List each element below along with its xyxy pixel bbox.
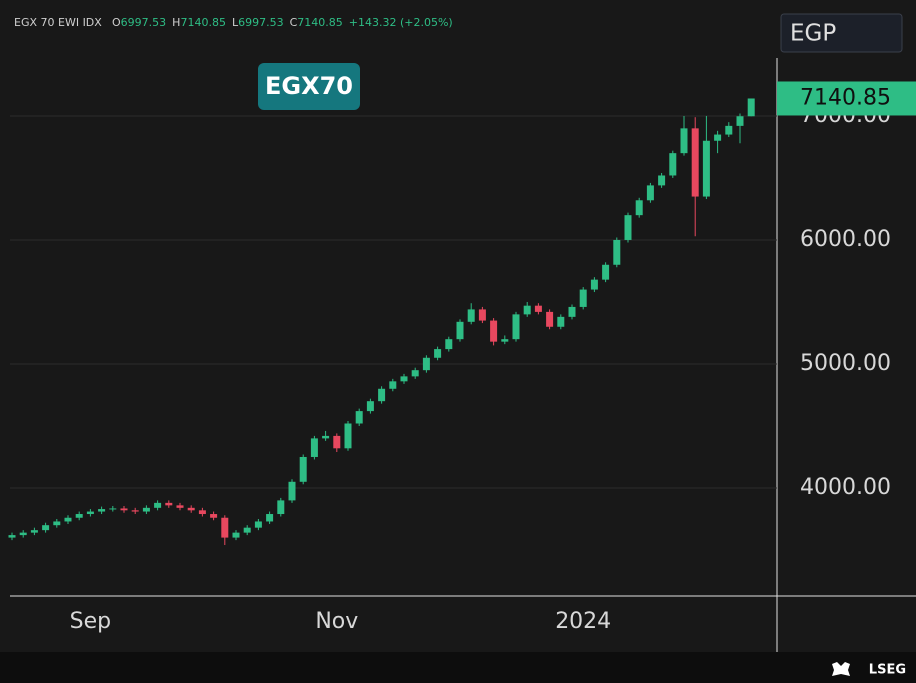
candle-body xyxy=(344,423,352,449)
candle-body xyxy=(400,376,408,382)
ohlc-line: O6997.53 H7140.85 L6997.53 C7140.85 +143.32 … xyxy=(112,16,453,29)
candle-body xyxy=(389,381,397,389)
ohlc-value: 6997.53 xyxy=(121,16,167,29)
ohlc-key: O xyxy=(112,16,121,29)
candle-body xyxy=(30,530,38,533)
candle-body xyxy=(646,185,654,201)
candle-body xyxy=(210,514,218,518)
footer-logo: LSEG xyxy=(869,663,906,678)
candle-body xyxy=(523,305,531,315)
candle-body xyxy=(98,509,106,512)
candle-body xyxy=(277,500,285,515)
currency[interactable]: EGP xyxy=(790,21,836,47)
candle-body xyxy=(613,239,621,265)
candle-body xyxy=(534,305,542,312)
candle-body xyxy=(198,510,206,515)
candle-body xyxy=(478,309,486,321)
candle-body xyxy=(456,321,464,340)
symbol: EGX 70 EWI IDX xyxy=(14,16,102,29)
candle-body xyxy=(366,401,374,412)
candle-body xyxy=(109,508,117,510)
candle-body xyxy=(669,153,677,176)
candle-body xyxy=(467,309,475,322)
candle-body xyxy=(680,128,688,154)
candle-body xyxy=(635,200,643,216)
candle-body xyxy=(434,349,442,358)
candle-body xyxy=(142,507,150,512)
y-tick-label: 5000.00 xyxy=(800,351,891,376)
candle-body xyxy=(736,116,744,126)
candle-body xyxy=(624,215,632,240)
candle-body xyxy=(165,502,173,506)
header: EGX 70 EWI IDX O6997.53 H7140.85 L6997.53 C… xyxy=(14,16,453,29)
candle-body xyxy=(254,521,262,528)
candle-body xyxy=(19,532,27,536)
candle-body xyxy=(131,510,139,512)
candle-body xyxy=(445,339,453,350)
candle-body xyxy=(411,370,419,377)
candle-body xyxy=(490,320,498,342)
last-price-label: 7140.85 xyxy=(800,85,891,110)
candle-body xyxy=(658,175,666,186)
y-tick-label: 4000.00 xyxy=(800,475,891,500)
candle-body xyxy=(602,264,610,280)
candle-body xyxy=(288,481,296,501)
candle-body xyxy=(232,532,240,538)
candle-body xyxy=(355,411,363,424)
candle-body xyxy=(221,517,229,538)
candle-body xyxy=(154,502,162,508)
candle-body xyxy=(266,514,274,522)
candle-body xyxy=(8,535,16,538)
candle-body xyxy=(53,521,61,526)
x-tick-label: 2024 xyxy=(555,609,611,634)
candle-body xyxy=(702,140,710,197)
badge-box xyxy=(258,63,360,110)
ohlc-key: H xyxy=(172,16,180,29)
logo-icon xyxy=(832,662,850,676)
candle-body xyxy=(725,125,733,135)
candle-body xyxy=(747,98,755,117)
candle-body xyxy=(322,435,330,439)
candle-body xyxy=(86,511,94,515)
change: +143.32 (+2.05%) xyxy=(349,16,453,29)
candle-body xyxy=(333,435,341,449)
y-tick-label: 6000.00 xyxy=(800,227,891,252)
x-tick-label: Sep xyxy=(70,609,111,634)
candle-body xyxy=(546,311,554,327)
candle-body xyxy=(501,339,509,342)
candle-body xyxy=(310,438,318,457)
candle-body xyxy=(187,507,195,511)
currency-box[interactable] xyxy=(780,13,903,53)
candle-body xyxy=(75,514,83,518)
candle-body xyxy=(590,279,598,290)
last-price-tag xyxy=(777,81,916,116)
ohlc-value: 6997.53 xyxy=(238,16,284,29)
candle-body xyxy=(378,388,386,402)
candle-body xyxy=(299,456,307,482)
candle-body xyxy=(64,517,72,522)
candle-body xyxy=(512,314,520,340)
ohlc-value: 7140.85 xyxy=(297,16,343,29)
ohlc-value: 7140.85 xyxy=(180,16,226,29)
candle-body xyxy=(691,128,699,197)
badge: EGX70 xyxy=(265,72,353,100)
ohlc-key: L xyxy=(232,16,239,29)
candle-body xyxy=(176,505,184,508)
candle-body xyxy=(714,134,722,141)
candle-body xyxy=(579,289,587,307)
candle-body xyxy=(243,527,251,533)
candle-body xyxy=(557,316,565,327)
candle-body xyxy=(42,525,50,531)
candle-body xyxy=(120,508,128,511)
ohlc-key: C xyxy=(290,16,298,29)
candle-body xyxy=(568,306,576,317)
footer-bar xyxy=(0,652,916,683)
x-tick-label: Nov xyxy=(315,609,358,634)
candle-body xyxy=(422,357,430,371)
